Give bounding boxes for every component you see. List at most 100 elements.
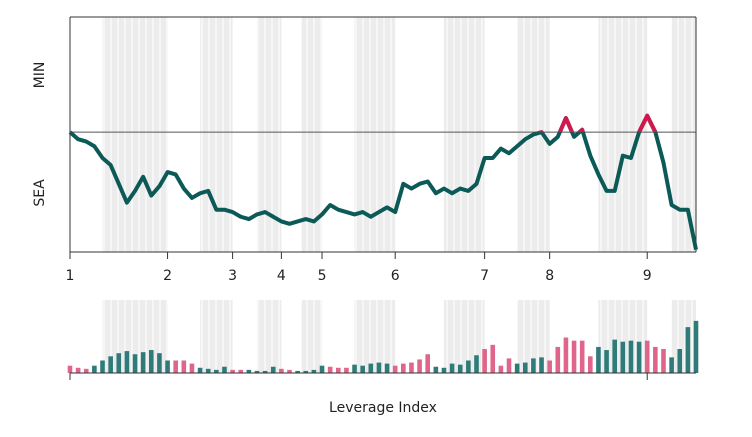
bar [644, 340, 650, 373]
bar [571, 340, 577, 373]
x-tick-label: 4 [277, 268, 286, 284]
bar [563, 337, 569, 373]
bar [417, 359, 422, 373]
bar [441, 367, 447, 373]
bar [425, 354, 431, 373]
band [301, 17, 323, 252]
bar [669, 357, 674, 373]
bar [506, 358, 512, 373]
band [200, 300, 233, 373]
bar [140, 352, 146, 373]
bar [132, 354, 138, 373]
y-label-top: MIN [32, 62, 48, 89]
band [301, 300, 323, 373]
bar [555, 346, 561, 373]
bar [335, 367, 341, 373]
bar [279, 368, 284, 373]
bar [376, 362, 382, 373]
bar [270, 366, 276, 373]
bar [596, 346, 601, 373]
band [256, 17, 282, 252]
bar [311, 369, 317, 373]
bar [67, 365, 73, 373]
bar [693, 320, 699, 373]
band [354, 17, 396, 252]
bar [75, 367, 81, 373]
bar [620, 341, 626, 373]
bar [685, 327, 691, 373]
bar [449, 363, 455, 373]
bar [344, 367, 349, 373]
bar [474, 355, 479, 373]
bar [222, 366, 227, 373]
bar [230, 369, 235, 373]
bar [189, 363, 195, 373]
bar [588, 356, 593, 373]
x-tick-label: 3 [228, 268, 237, 284]
bar [384, 363, 390, 373]
bar [157, 353, 162, 373]
x-tick-label: 7 [480, 268, 489, 284]
bar [262, 370, 268, 373]
x-tick-label: 8 [545, 268, 554, 284]
bar [181, 360, 187, 373]
bar [165, 360, 170, 373]
x-tick-label: 9 [643, 268, 652, 284]
band [443, 17, 485, 252]
bar [490, 344, 496, 373]
bar [173, 360, 178, 373]
bar [653, 346, 658, 373]
bar [401, 363, 406, 373]
bar [197, 367, 203, 373]
bar [604, 350, 609, 373]
bar [661, 349, 666, 373]
bar [83, 368, 89, 373]
bar [124, 351, 130, 373]
bar [531, 358, 536, 373]
bar [295, 370, 300, 373]
band [354, 300, 396, 373]
bar [100, 360, 105, 373]
y-label-bottom: SEA [32, 179, 48, 207]
bar [636, 341, 642, 373]
bar [205, 368, 211, 373]
bar [368, 363, 374, 373]
bar [148, 350, 154, 373]
band [102, 17, 168, 252]
bar [92, 365, 97, 373]
bar [433, 366, 439, 373]
band [200, 17, 233, 252]
x-tick-label: 5 [318, 268, 327, 284]
x-tick-label: 1 [66, 268, 75, 284]
bar [319, 365, 325, 373]
bar [246, 369, 252, 373]
bar [238, 369, 244, 373]
bar [612, 339, 618, 373]
bar [677, 349, 683, 373]
bar [116, 353, 122, 373]
bar [303, 370, 309, 373]
bar [409, 362, 414, 373]
bar [352, 364, 357, 373]
bar [539, 357, 544, 373]
x-tick-label: 6 [391, 268, 400, 284]
bar [628, 340, 634, 373]
bar [392, 365, 398, 373]
bar [214, 369, 219, 373]
bar [498, 365, 504, 373]
band [671, 300, 696, 373]
bar [287, 369, 292, 373]
bar [579, 340, 585, 373]
bar [254, 370, 260, 373]
bar [360, 365, 365, 373]
bar [327, 366, 333, 373]
bar [482, 349, 487, 373]
bar [522, 362, 528, 373]
x-tick-label: 2 [163, 268, 172, 284]
bar [466, 360, 471, 373]
line [68, 113, 698, 251]
x-label: Leverage Index [329, 400, 437, 416]
band [671, 17, 696, 252]
bar [457, 364, 463, 373]
